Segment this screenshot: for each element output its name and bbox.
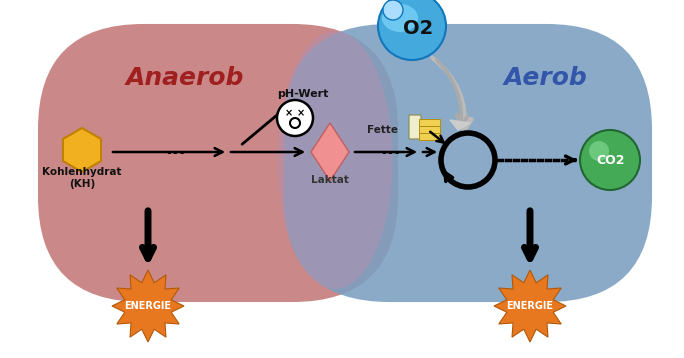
FancyBboxPatch shape xyxy=(284,24,652,302)
Text: Laktat: Laktat xyxy=(311,175,349,185)
Polygon shape xyxy=(494,270,566,342)
Polygon shape xyxy=(112,270,184,342)
Circle shape xyxy=(383,0,403,20)
Text: ×: × xyxy=(297,108,305,118)
Text: Kohlenhydrat
(KH): Kohlenhydrat (KH) xyxy=(42,167,122,189)
Ellipse shape xyxy=(278,31,393,289)
Circle shape xyxy=(589,141,609,161)
Text: Anaerob: Anaerob xyxy=(126,66,244,90)
Polygon shape xyxy=(63,128,101,172)
Text: ...: ... xyxy=(165,140,185,158)
Text: Fette: Fette xyxy=(367,125,398,135)
Polygon shape xyxy=(311,123,349,181)
Text: CO2: CO2 xyxy=(596,154,625,166)
Text: ...: ... xyxy=(380,140,400,158)
Circle shape xyxy=(290,118,300,128)
Polygon shape xyxy=(450,120,470,130)
Text: O2: O2 xyxy=(403,19,433,38)
FancyBboxPatch shape xyxy=(38,24,398,302)
Circle shape xyxy=(378,0,446,60)
Text: Aerob: Aerob xyxy=(503,66,587,90)
FancyBboxPatch shape xyxy=(409,115,421,139)
FancyBboxPatch shape xyxy=(419,126,440,134)
Text: ×: × xyxy=(285,108,293,118)
Text: pH-Wert: pH-Wert xyxy=(277,89,329,99)
Circle shape xyxy=(580,130,640,190)
Text: ENERGIE: ENERGIE xyxy=(124,301,172,311)
Text: ENERGIE: ENERGIE xyxy=(506,301,553,311)
Circle shape xyxy=(277,100,313,136)
FancyBboxPatch shape xyxy=(419,134,440,140)
FancyBboxPatch shape xyxy=(419,120,440,126)
Ellipse shape xyxy=(382,4,418,32)
